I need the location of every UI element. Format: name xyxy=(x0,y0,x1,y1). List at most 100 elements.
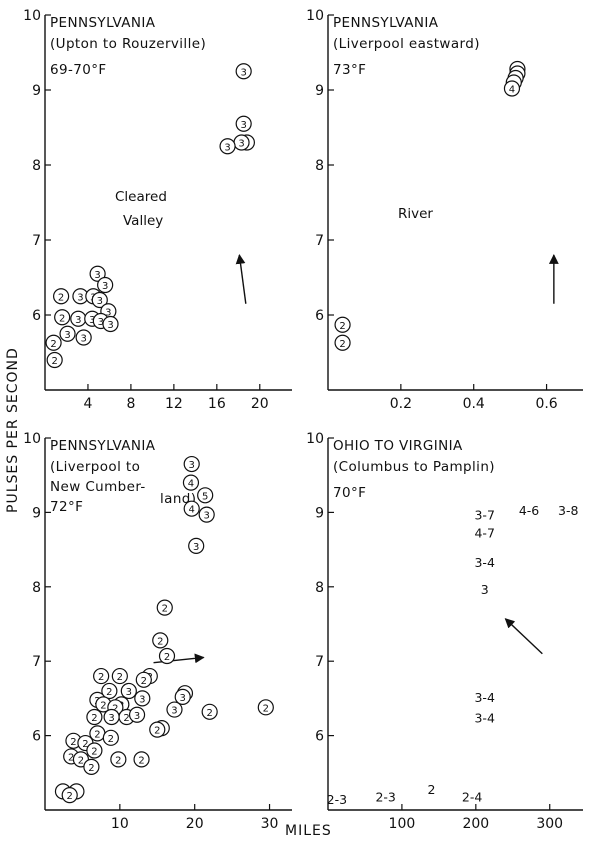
data-point-label: 3 xyxy=(126,687,132,698)
data-point-label: 3 xyxy=(240,120,246,131)
y-tick-label: 7 xyxy=(315,233,324,249)
x-tick-label: 4 xyxy=(83,396,92,412)
data-point xyxy=(54,309,71,326)
data-point-label: 3 xyxy=(97,296,103,307)
y-tick-label: 7 xyxy=(32,233,41,249)
data-point xyxy=(53,288,70,305)
data-point xyxy=(134,690,151,707)
data-point xyxy=(133,751,150,768)
data-point-label: 2 xyxy=(138,755,144,766)
y-tick-label: 10 xyxy=(23,431,41,447)
data-point-label: 3 xyxy=(94,270,100,281)
data-point xyxy=(166,701,183,718)
panel-annotation: River xyxy=(398,206,433,222)
data-point-label: 2 xyxy=(428,782,436,797)
data-point xyxy=(83,758,100,775)
data-point-label: 2 xyxy=(339,321,345,332)
y-tick-label: 9 xyxy=(32,83,41,99)
data-point xyxy=(120,682,137,700)
data-point-label: 3 xyxy=(134,711,140,722)
data-point xyxy=(128,706,146,723)
data-point-label: 2 xyxy=(100,700,106,711)
panel-title-line: (Liverpool eastward) xyxy=(333,36,480,52)
panel-3: 6 7 8 9 10 10 20 30 PENNSYLVANIA (Liverpool to New… xyxy=(23,431,292,832)
data-point-label: 3 xyxy=(80,334,86,345)
data-point-label: 3 xyxy=(224,142,230,153)
data-point xyxy=(59,325,76,342)
data-point-label: 2 xyxy=(123,713,129,724)
data-point xyxy=(198,506,215,523)
data-point-label: 2-4 xyxy=(462,790,482,805)
panel-title-line: New Cumber- xyxy=(50,479,146,495)
data-point-label: 2 xyxy=(154,726,160,737)
panel-title-line: 69-70°F xyxy=(50,62,107,78)
y-tick-label: 8 xyxy=(32,158,41,174)
data-point-label: 2 xyxy=(91,746,97,757)
data-point xyxy=(201,703,218,720)
data-point xyxy=(89,265,106,282)
data-point-label: 5 xyxy=(202,491,208,502)
data-point xyxy=(86,742,103,759)
data-point-label: 4-6 xyxy=(519,503,539,518)
data-point-label: 4-7 xyxy=(474,525,494,540)
data-point-label: 2 xyxy=(59,313,65,324)
data-point-label: 3 xyxy=(108,713,114,724)
data-point-label: 2 xyxy=(157,636,163,647)
data-point xyxy=(183,500,200,517)
panel-title-line: 72°F xyxy=(50,499,83,515)
data-point-label: 3 xyxy=(180,693,186,704)
data-point xyxy=(158,647,176,665)
data-point-label: 2 xyxy=(117,672,123,683)
data-point-label: 3 xyxy=(89,315,95,326)
y-tick-label: 8 xyxy=(315,158,324,174)
y-tick-label: 7 xyxy=(315,654,324,670)
panel-title-line: OHIO TO VIRGINIA xyxy=(333,438,463,454)
x-tick-label: 0.2 xyxy=(390,396,412,412)
y-tick-label: 10 xyxy=(306,8,324,24)
data-point xyxy=(219,138,236,155)
shared-x-axis-label: MILES xyxy=(285,823,332,839)
data-point xyxy=(235,115,252,132)
data-point-label: 4 xyxy=(188,479,194,490)
data-point xyxy=(334,316,351,333)
data-point-label: 3 xyxy=(171,706,177,717)
data-point-label: 3 xyxy=(193,542,199,553)
panel-title-line: (Upton to Rouzerville) xyxy=(50,36,206,52)
data-point xyxy=(110,751,127,768)
data-point xyxy=(334,334,351,351)
y-tick-label: 8 xyxy=(32,580,41,596)
data-point-label: 2 xyxy=(164,652,170,663)
data-point xyxy=(61,787,78,804)
data-point-label: 2 xyxy=(82,739,88,750)
data-point-label: 3 xyxy=(240,67,246,78)
y-tick-label: 9 xyxy=(315,83,324,99)
y-tick-label: 8 xyxy=(315,580,324,596)
data-point xyxy=(197,487,214,504)
data-point xyxy=(102,315,119,333)
data-point xyxy=(111,667,128,685)
y-tick-label: 10 xyxy=(306,431,324,447)
data-point-label: 2 xyxy=(263,703,269,714)
x-tick-label: 100 xyxy=(389,816,416,832)
panel-4: 6 7 8 9 10 100 200 300 OHIO TO VIRGINIA (Columbus… xyxy=(306,431,583,832)
data-point-label: 2 xyxy=(78,755,84,766)
data-point-label: 4 xyxy=(189,505,195,516)
y-tick-label: 6 xyxy=(32,729,41,745)
data-point xyxy=(174,688,191,706)
x-tick-label: 12 xyxy=(165,396,183,412)
data-point-label: 2 xyxy=(162,604,168,615)
data-point-label: 2 xyxy=(339,339,345,350)
data-point-label: 3 xyxy=(98,317,104,328)
data-point xyxy=(503,80,521,97)
data-point-label: 3 xyxy=(203,511,209,522)
data-point-label: 3 xyxy=(102,281,108,292)
y-tick-label: 9 xyxy=(32,505,41,521)
panel-title-line: PENNSYLVANIA xyxy=(50,438,156,454)
data-point-label: 2 xyxy=(108,734,114,745)
data-point xyxy=(257,699,274,716)
data-point-label: 2 xyxy=(50,339,56,350)
data-point-label: 3-7 xyxy=(474,508,494,523)
data-point xyxy=(235,63,252,80)
data-point-label: 3-4 xyxy=(474,711,494,726)
